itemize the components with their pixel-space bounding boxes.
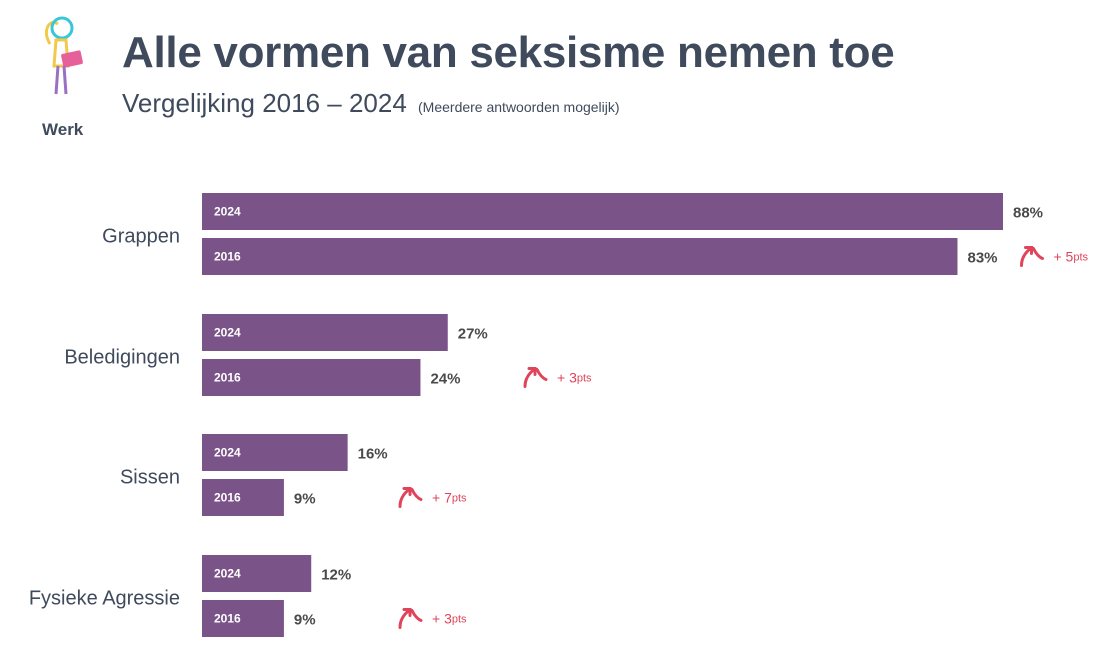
change-label: + 7pts xyxy=(432,489,467,505)
change-unit: pts xyxy=(1073,251,1088,263)
value-label: 12% xyxy=(321,566,351,583)
category-label: Grappen xyxy=(102,225,180,247)
page-title: Alle vormen van seksisme nemen toe xyxy=(122,28,895,77)
bar-2024 xyxy=(202,193,1003,230)
change-label: + 3pts xyxy=(557,369,592,385)
change-value: + 5 xyxy=(1053,248,1073,264)
change-value: + 3 xyxy=(432,610,452,626)
change-label: + 3pts xyxy=(432,610,467,626)
value-label: 27% xyxy=(458,325,488,342)
arrow-up-icon xyxy=(398,608,423,629)
value-label: 9% xyxy=(294,611,316,628)
change-unit: pts xyxy=(452,492,467,504)
category-label: Beledigingen xyxy=(64,346,180,368)
arrow-up-icon xyxy=(398,487,423,508)
bar-year-label: 2016 xyxy=(214,612,241,626)
bar-year-label: 2016 xyxy=(214,491,241,505)
change-value: + 7 xyxy=(432,489,452,505)
value-label: 83% xyxy=(967,249,997,266)
bar-2016 xyxy=(202,479,284,516)
category-label: Fysieke Agressie xyxy=(29,587,180,609)
subtitle-note: (Meerdere antwoorden mogelijk) xyxy=(418,99,620,115)
arrow-up-icon xyxy=(523,367,548,388)
value-label: 24% xyxy=(430,370,460,387)
werk-logo: Werk xyxy=(30,14,102,139)
change-unit: pts xyxy=(577,372,592,384)
arrow-up-icon xyxy=(1019,246,1044,267)
bar-year-label: 2024 xyxy=(214,326,241,340)
bar-year-label: 2016 xyxy=(214,371,241,385)
bar-2024 xyxy=(202,434,348,471)
bar-year-label: 2024 xyxy=(214,446,241,460)
working-woman-icon xyxy=(44,16,83,95)
page-subtitle: Vergelijking 2016 – 2024 (Meerdere antwo… xyxy=(122,88,620,119)
bar-2016 xyxy=(202,600,284,637)
change-unit: pts xyxy=(452,613,467,625)
subtitle-text: Vergelijking 2016 – 2024 xyxy=(122,88,407,118)
value-label: 16% xyxy=(358,445,388,462)
bar-year-label: 2024 xyxy=(214,205,241,219)
change-label: + 5pts xyxy=(1053,248,1088,264)
bar-year-label: 2016 xyxy=(214,250,241,264)
category-label: Sissen xyxy=(120,466,180,488)
bar-2024 xyxy=(202,314,448,351)
bar-2016 xyxy=(202,238,958,275)
logo-label: Werk xyxy=(42,120,84,139)
value-label: 88% xyxy=(1013,204,1043,221)
value-label: 9% xyxy=(294,490,316,507)
bar-year-label: 2024 xyxy=(214,567,241,581)
bar-2024 xyxy=(202,555,312,592)
change-value: + 3 xyxy=(557,369,577,385)
bar-2016 xyxy=(202,359,421,396)
